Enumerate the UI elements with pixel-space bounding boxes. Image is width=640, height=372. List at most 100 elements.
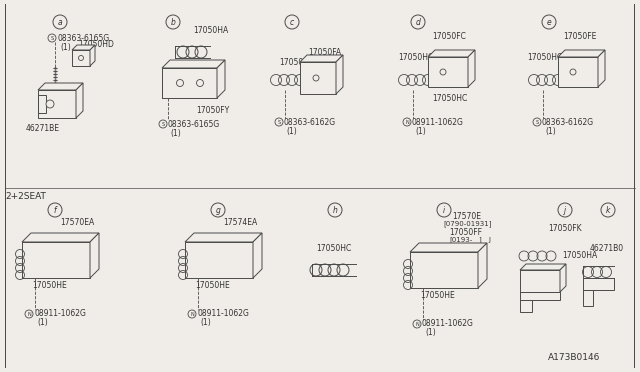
- Text: S: S: [51, 35, 54, 41]
- Text: k: k: [606, 205, 610, 215]
- Text: N: N: [190, 311, 194, 317]
- Text: (1): (1): [545, 126, 556, 135]
- Text: c: c: [290, 17, 294, 26]
- Polygon shape: [217, 60, 225, 98]
- Text: 17050HC: 17050HC: [398, 52, 433, 61]
- Text: 17050FC: 17050FC: [432, 32, 466, 41]
- Bar: [520, 270, 560, 292]
- Bar: [583, 290, 593, 306]
- Polygon shape: [76, 83, 83, 118]
- Circle shape: [79, 55, 83, 61]
- Circle shape: [440, 69, 446, 75]
- Bar: [162, 68, 217, 98]
- Text: [0790-01931]: [0790-01931]: [443, 221, 492, 227]
- Polygon shape: [558, 50, 605, 57]
- Text: 17050FA: 17050FA: [308, 48, 341, 57]
- Text: g: g: [216, 205, 220, 215]
- Text: 17050HC: 17050HC: [316, 244, 351, 253]
- Text: 08363-6162G: 08363-6162G: [542, 118, 594, 126]
- Text: i: i: [443, 205, 445, 215]
- Text: 17050HA: 17050HA: [193, 26, 228, 35]
- Text: N: N: [405, 119, 409, 125]
- Text: (1): (1): [415, 126, 426, 135]
- Text: 17050HD: 17050HD: [78, 39, 114, 48]
- Text: 2+2SEAT: 2+2SEAT: [5, 192, 46, 201]
- Text: 17050FY: 17050FY: [196, 106, 229, 115]
- Text: (1): (1): [60, 42, 71, 51]
- Text: 08911-1062G: 08911-1062G: [34, 310, 86, 318]
- Bar: [38, 90, 76, 118]
- Polygon shape: [336, 55, 343, 94]
- Text: a: a: [58, 17, 62, 26]
- Text: e: e: [547, 17, 552, 26]
- Text: S: S: [536, 119, 539, 125]
- Bar: [185, 242, 253, 278]
- Text: 17574EA: 17574EA: [223, 218, 257, 227]
- Polygon shape: [22, 233, 99, 242]
- Text: 17050HC: 17050HC: [432, 93, 467, 103]
- Polygon shape: [300, 55, 343, 62]
- Text: 46271B0: 46271B0: [590, 244, 624, 253]
- Text: [0193-: [0193-: [449, 237, 472, 243]
- Text: j: j: [564, 205, 566, 215]
- Bar: [520, 292, 560, 300]
- Polygon shape: [428, 50, 475, 57]
- Polygon shape: [468, 50, 475, 87]
- Polygon shape: [253, 233, 262, 278]
- Text: N: N: [415, 321, 419, 327]
- Text: S: S: [277, 119, 280, 125]
- Polygon shape: [38, 83, 83, 90]
- Text: J: J: [488, 237, 490, 243]
- Text: d: d: [415, 17, 420, 26]
- Polygon shape: [185, 233, 262, 242]
- Text: S: S: [161, 122, 164, 126]
- Text: N: N: [27, 311, 31, 317]
- Bar: [38, 95, 46, 113]
- Text: A173B0146: A173B0146: [548, 353, 600, 362]
- Text: h: h: [333, 205, 337, 215]
- Text: 08363-6162G: 08363-6162G: [284, 118, 336, 126]
- Text: 08911-1062G: 08911-1062G: [412, 118, 464, 126]
- Polygon shape: [72, 45, 95, 50]
- Polygon shape: [520, 264, 566, 270]
- Bar: [558, 57, 598, 87]
- Circle shape: [196, 80, 204, 87]
- Text: 17050HC: 17050HC: [279, 58, 314, 67]
- Text: ]: ]: [478, 237, 481, 243]
- Polygon shape: [410, 243, 487, 252]
- Text: 17050FE: 17050FE: [563, 32, 596, 41]
- Circle shape: [570, 69, 576, 75]
- Text: f: f: [54, 205, 56, 215]
- Polygon shape: [90, 45, 95, 66]
- Text: (1): (1): [425, 328, 436, 337]
- Bar: [72, 50, 90, 66]
- Text: 08363-6165G: 08363-6165G: [168, 119, 220, 128]
- Circle shape: [46, 100, 54, 108]
- Text: 17050HA: 17050HA: [562, 251, 597, 260]
- Text: 17050FF: 17050FF: [449, 228, 482, 237]
- Text: 17050HE: 17050HE: [32, 282, 67, 291]
- Text: (1): (1): [200, 318, 211, 327]
- Bar: [520, 300, 532, 312]
- Text: 08911-1062G: 08911-1062G: [197, 310, 249, 318]
- Text: 46271BE: 46271BE: [26, 124, 60, 132]
- Polygon shape: [478, 243, 487, 288]
- Polygon shape: [162, 60, 225, 68]
- Text: 17050HE: 17050HE: [420, 292, 455, 301]
- Text: (1): (1): [286, 126, 297, 135]
- Bar: [22, 242, 90, 278]
- Polygon shape: [598, 50, 605, 87]
- Polygon shape: [560, 264, 566, 292]
- Text: 08363-6165G: 08363-6165G: [57, 33, 109, 42]
- Bar: [428, 57, 468, 87]
- Text: 17050FK: 17050FK: [548, 224, 582, 232]
- Text: b: b: [171, 17, 175, 26]
- Text: 08911-1062G: 08911-1062G: [422, 320, 474, 328]
- Circle shape: [313, 75, 319, 81]
- Text: 17050HC: 17050HC: [527, 52, 563, 61]
- Text: 17050HE: 17050HE: [195, 282, 230, 291]
- Text: 17570EA: 17570EA: [60, 218, 94, 227]
- Polygon shape: [90, 233, 99, 278]
- Bar: [583, 278, 614, 290]
- Bar: [300, 62, 336, 94]
